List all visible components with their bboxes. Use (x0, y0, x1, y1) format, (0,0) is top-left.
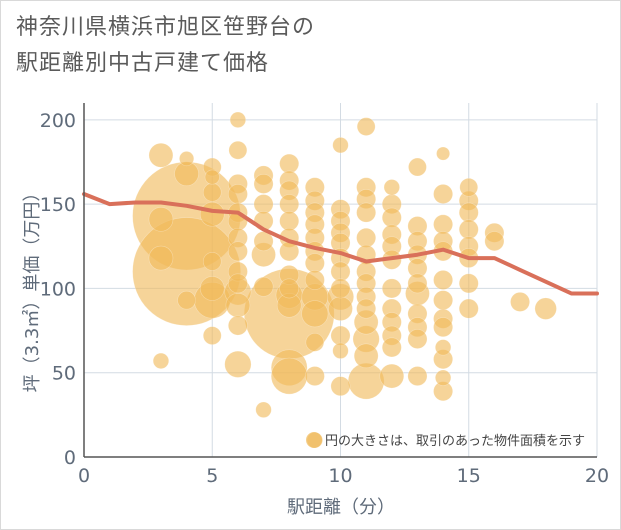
data-point (332, 137, 349, 154)
data-point (379, 363, 405, 389)
data-point (204, 169, 220, 185)
data-point (225, 292, 251, 318)
data-point (199, 276, 225, 301)
data-point (279, 278, 300, 299)
data-point (433, 270, 454, 290)
data-point (381, 278, 402, 299)
x-tick-label: 0 (78, 465, 90, 487)
data-point (227, 273, 248, 294)
data-point (381, 207, 402, 228)
data-point (328, 296, 353, 321)
chart-title: 神奈川県横浜市旭区笹野台の 駅距離別中古戸建て価格 (16, 10, 315, 82)
data-point (433, 184, 454, 204)
data-point (253, 276, 274, 297)
data-point (305, 333, 325, 352)
x-tick-label: 10 (328, 465, 352, 487)
data-point (253, 194, 274, 215)
data-point (356, 202, 377, 223)
axes (83, 103, 597, 458)
data-point (407, 273, 428, 294)
data-point (332, 342, 349, 359)
data-point (347, 362, 385, 400)
data-point (356, 298, 377, 319)
data-point (148, 245, 174, 271)
data-point (407, 366, 428, 386)
data-point (458, 298, 479, 319)
trend-line-layer (82, 192, 599, 296)
data-point (224, 350, 252, 378)
data-point (199, 201, 225, 227)
y-axis-label: 坪（3.3㎡）単価（万円） (21, 184, 43, 393)
data-point (330, 325, 351, 346)
data-point (228, 140, 248, 160)
data-point (330, 261, 351, 282)
data-point (458, 219, 479, 240)
data-point (330, 376, 351, 397)
data-point (534, 297, 557, 320)
data-point (407, 329, 428, 349)
data-point (433, 317, 454, 338)
data-point (270, 357, 308, 395)
data-point (148, 207, 174, 232)
data-point (459, 177, 479, 197)
x-tick-label: 5 (206, 465, 218, 487)
data-point (279, 211, 300, 231)
y-tick-label: 150 (40, 194, 76, 216)
legend-bubble (306, 432, 322, 448)
data-point (179, 151, 195, 167)
data-point (458, 202, 479, 223)
data-point (383, 179, 400, 196)
data-point (433, 290, 454, 311)
y-tick-label: 100 (40, 278, 76, 300)
chart-title-line-1: 神奈川県横浜市旭区笹野台の (16, 15, 316, 40)
data-point (253, 174, 274, 194)
data-point (148, 142, 174, 168)
data-point (304, 270, 325, 290)
data-point (381, 337, 402, 358)
data-point (202, 252, 222, 271)
data-point (304, 366, 325, 386)
x-tick-label: 20 (585, 465, 609, 487)
tick-labels: 0 50 100 150 200 0 5 10 15 20 (40, 110, 609, 487)
data-point (202, 326, 222, 345)
data-point (408, 157, 427, 177)
x-tick-label: 15 (457, 465, 481, 487)
data-point (330, 278, 351, 299)
legend: 円の大きさは、取引のあった物件面積を示す (306, 432, 585, 449)
data-point (484, 231, 505, 252)
trend-line (82, 192, 599, 296)
data-point (356, 117, 376, 136)
data-point (227, 315, 248, 336)
data-point (177, 290, 196, 310)
data-point (202, 183, 222, 202)
data-point (152, 352, 170, 370)
y-tick-label: 200 (40, 110, 76, 132)
data-point (353, 343, 379, 369)
y-tick-label: 0 (64, 447, 76, 469)
data-point (435, 339, 452, 356)
data-point (301, 300, 329, 328)
chart-title-line-2: 駅距離別中古戸建て価格 (16, 51, 270, 76)
data-point (510, 292, 530, 312)
data-point (229, 111, 246, 128)
legend-note: 円の大きさは、取引のあった物件面積を示す (325, 434, 585, 449)
data-point (435, 369, 452, 386)
data-point (458, 273, 479, 294)
data-point (356, 227, 377, 248)
data-point (304, 253, 325, 274)
data-point (227, 184, 248, 204)
data-point (227, 241, 248, 262)
data-point (255, 401, 272, 418)
data-point (433, 214, 454, 235)
y-tick-label: 50 (52, 363, 76, 385)
data-point (436, 146, 450, 161)
x-axis-label: 駅距離（分） (287, 497, 395, 518)
data-point (279, 153, 300, 174)
data-point (279, 194, 300, 215)
bubble-layer (132, 111, 557, 449)
